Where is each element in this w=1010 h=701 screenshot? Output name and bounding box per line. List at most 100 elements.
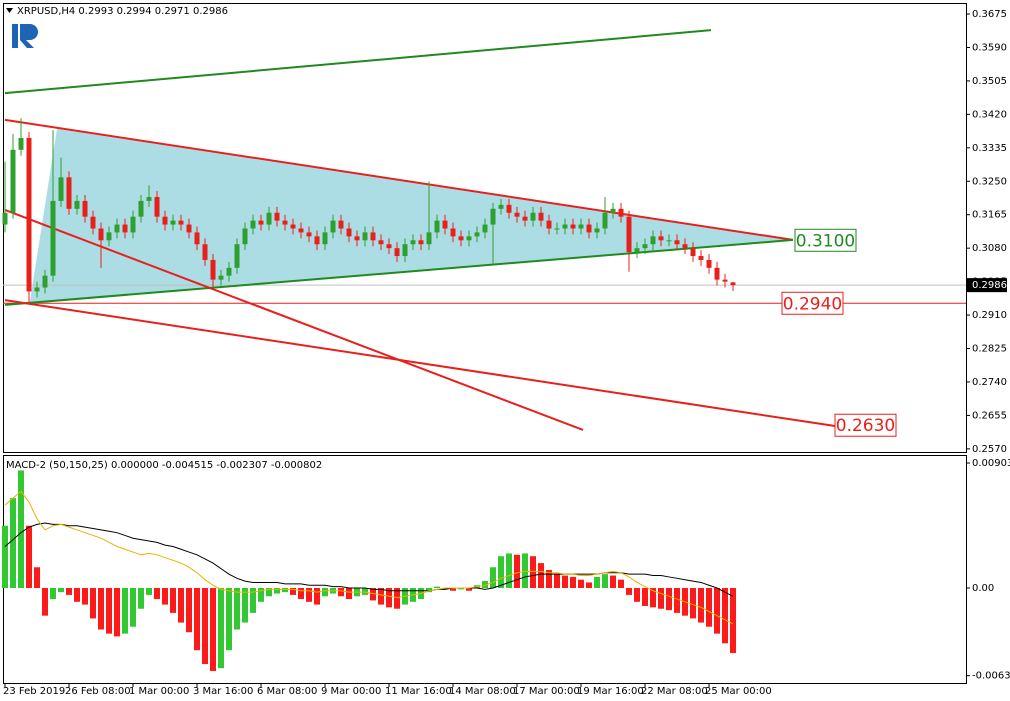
y-tick-label: 0.009039 (972, 458, 1010, 469)
macd-bar (706, 587, 712, 627)
macd-bar (634, 587, 640, 602)
level-label: 0.3100 (796, 231, 855, 251)
macd-bar (482, 581, 488, 588)
macd-bar (194, 587, 200, 651)
candle-body (426, 232, 432, 245)
macd-bar (522, 553, 528, 588)
x-tick-label: 17 Mar 00:00 (513, 686, 580, 697)
y-tick-label: 0.3335 (972, 143, 1007, 154)
candle-body (586, 224, 592, 233)
candle-body (42, 275, 48, 288)
macd-bar (26, 525, 32, 588)
macd-bar (346, 587, 352, 600)
y-tick-label: 0.2655 (972, 410, 1007, 421)
candle-body (522, 216, 528, 221)
x-tick-label: 25 Mar 00:00 (705, 686, 772, 697)
macd-bar (338, 587, 344, 597)
macd-bar (658, 587, 664, 609)
macd-bar (490, 567, 496, 588)
macd-bar (90, 587, 96, 619)
candle-body (506, 204, 512, 213)
candle-body (354, 236, 360, 241)
candle-body (170, 220, 176, 225)
candle-body (26, 137, 32, 292)
candle-body (490, 208, 496, 225)
candle-body (66, 177, 72, 209)
candle-body (498, 204, 504, 209)
y-tick-label: 0.3250 (972, 176, 1007, 187)
x-tick-label: 11 Mar 16:00 (385, 686, 452, 697)
candle-body (546, 220, 552, 229)
candle-body (602, 212, 608, 229)
candle-body (514, 212, 520, 217)
candle-body (338, 220, 344, 229)
macd-bar (426, 587, 432, 593)
macd-bar (282, 587, 288, 593)
triangle-fill (29, 128, 794, 303)
candle-body (450, 228, 456, 237)
macd-bar (714, 587, 720, 634)
candle-body (418, 240, 424, 245)
candle-body (306, 232, 312, 237)
macd-bar (306, 587, 312, 602)
candle-body (90, 216, 96, 229)
macd-bar (698, 587, 704, 623)
candle-body (658, 236, 664, 241)
macd-line (4, 490, 734, 625)
candle-body (578, 224, 584, 229)
y-tick-label: -0.00634 (972, 671, 1010, 682)
candle-body (410, 240, 416, 245)
candle-body (274, 212, 280, 221)
macd-bar (722, 587, 728, 644)
macd-bar (642, 587, 648, 606)
current-price-box (967, 278, 1007, 293)
candle-body (442, 220, 448, 229)
macd-bar (602, 574, 608, 588)
candle-body (706, 259, 712, 268)
macd-bar (298, 587, 304, 600)
candle-body (250, 220, 256, 229)
trendline (4, 299, 836, 428)
candle-body (690, 248, 696, 257)
macd-header: MACD-2 (50,150,25) 0.000000 -0.004515 -0… (6, 460, 322, 471)
candle-body (538, 212, 544, 221)
candle-body (634, 248, 640, 253)
current-price-label: 0.2986 (972, 280, 1007, 291)
macd-bar (186, 587, 192, 633)
macd-bar (170, 587, 176, 613)
macd-bar (162, 587, 168, 605)
x-tick-label: 22 Mar 08:00 (641, 686, 708, 697)
trendline (4, 29, 712, 95)
trendline (4, 118, 794, 241)
candle-body (434, 220, 440, 233)
candle-body (82, 200, 88, 217)
candle-body (218, 275, 224, 280)
macd-bar (498, 556, 504, 588)
macd-bar (570, 576, 576, 588)
logo (12, 24, 38, 48)
y-tick-label: 0.00 (972, 583, 994, 594)
macd-bar (210, 587, 216, 671)
macd-bar (10, 498, 16, 588)
macd-bar (554, 574, 560, 588)
macd-bar (442, 587, 448, 590)
candle-body (114, 224, 120, 233)
candle-body (106, 232, 112, 241)
macd-bar (626, 587, 632, 595)
macd-bar (226, 587, 232, 651)
macd-bar (578, 579, 584, 588)
macd-bar (650, 587, 656, 608)
candle-body (642, 244, 648, 249)
macd-bar (378, 587, 384, 605)
macd-bar (538, 563, 544, 588)
candle-body (186, 224, 192, 233)
candle-body (154, 197, 160, 217)
y-tick-label: 0.3165 (972, 210, 1007, 221)
macd-bar (674, 587, 680, 613)
candle-body (378, 240, 384, 245)
macd-line (4, 522, 734, 597)
candle-body (18, 137, 24, 150)
macd-bar (138, 587, 144, 609)
candle-body (474, 232, 480, 237)
